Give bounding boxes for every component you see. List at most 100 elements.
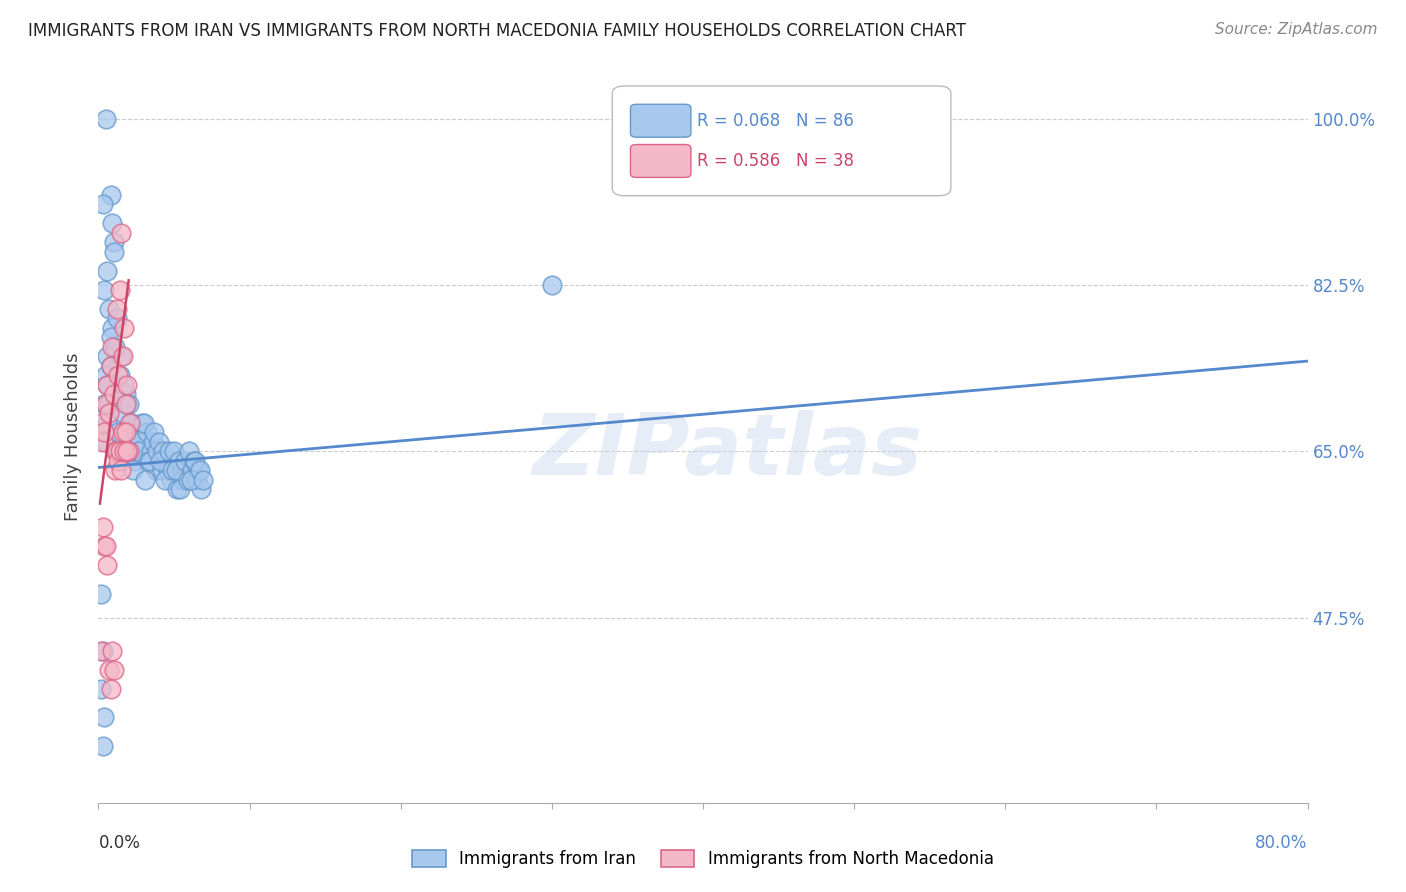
Point	[93, 397, 115, 411]
Point	[103, 244, 125, 259]
Point	[162, 463, 184, 477]
Point	[184, 454, 207, 468]
Point	[118, 444, 141, 458]
Point	[166, 483, 188, 497]
Point	[93, 539, 115, 553]
Point	[103, 235, 125, 250]
Point	[112, 321, 135, 335]
Point	[176, 473, 198, 487]
Text: ZIPatlas: ZIPatlas	[531, 410, 922, 493]
Point	[120, 444, 142, 458]
Point	[145, 463, 167, 477]
Legend: Immigrants from Iran, Immigrants from North Macedonia: Immigrants from Iran, Immigrants from No…	[406, 843, 1000, 875]
Point	[91, 434, 114, 449]
Point	[115, 377, 138, 392]
Point	[114, 397, 136, 411]
Point	[93, 283, 115, 297]
Point	[93, 710, 115, 724]
Point	[165, 463, 187, 477]
Point	[148, 434, 170, 449]
Point	[143, 425, 166, 440]
Point	[100, 359, 122, 373]
Point	[179, 444, 201, 458]
Point	[125, 434, 148, 449]
Point	[150, 463, 173, 477]
Point	[141, 444, 163, 458]
Point	[159, 444, 181, 458]
Point	[94, 368, 117, 383]
Y-axis label: Family Households: Family Households	[65, 353, 83, 521]
Point	[101, 216, 124, 230]
Point	[91, 644, 114, 658]
Point	[112, 377, 135, 392]
Point	[139, 454, 162, 468]
Point	[93, 425, 115, 440]
Point	[136, 454, 159, 468]
FancyBboxPatch shape	[630, 145, 690, 178]
Point	[110, 463, 132, 477]
Point	[153, 473, 176, 487]
Point	[152, 444, 174, 458]
Point	[156, 463, 179, 477]
Point	[103, 663, 125, 677]
Point	[115, 397, 138, 411]
Point	[98, 377, 121, 392]
Point	[190, 483, 212, 497]
Point	[91, 739, 114, 753]
Point	[105, 301, 128, 316]
Point	[90, 644, 112, 658]
Point	[108, 444, 131, 458]
Point	[100, 681, 122, 696]
Point	[101, 340, 124, 354]
Point	[105, 444, 128, 458]
Point	[172, 473, 194, 487]
Point	[104, 463, 127, 477]
Point	[98, 663, 121, 677]
Point	[183, 454, 205, 468]
Point	[101, 644, 124, 658]
Point	[98, 301, 121, 316]
Text: R = 0.586   N = 38: R = 0.586 N = 38	[697, 152, 853, 170]
Point	[132, 416, 155, 430]
Point	[104, 444, 127, 458]
Point	[98, 397, 121, 411]
Point	[94, 397, 117, 411]
Point	[107, 368, 129, 383]
Point	[111, 349, 134, 363]
Point	[100, 359, 122, 373]
Point	[127, 444, 149, 458]
Point	[129, 425, 152, 440]
Text: IMMIGRANTS FROM IRAN VS IMMIGRANTS FROM NORTH MACEDONIA FAMILY HOUSEHOLDS CORREL: IMMIGRANTS FROM IRAN VS IMMIGRANTS FROM …	[28, 22, 966, 40]
Point	[108, 368, 131, 383]
FancyBboxPatch shape	[630, 104, 690, 137]
Point	[96, 349, 118, 363]
Point	[122, 463, 145, 477]
Point	[167, 454, 190, 468]
Point	[114, 425, 136, 440]
Point	[111, 406, 134, 420]
Point	[174, 473, 197, 487]
Point	[173, 454, 195, 468]
Point	[96, 377, 118, 392]
Point	[142, 434, 165, 449]
Point	[115, 444, 138, 458]
Point	[188, 463, 211, 477]
Point	[96, 377, 118, 392]
Point	[90, 587, 112, 601]
Point	[96, 416, 118, 430]
Point	[121, 416, 143, 430]
Point	[187, 463, 209, 477]
Point	[91, 520, 114, 534]
Point	[180, 473, 202, 487]
Point	[107, 425, 129, 440]
Point	[186, 473, 208, 487]
Point	[112, 444, 135, 458]
Point	[191, 473, 214, 487]
Point	[105, 311, 128, 326]
Point	[110, 226, 132, 240]
Point	[104, 340, 127, 354]
Text: 80.0%: 80.0%	[1256, 834, 1308, 852]
Point	[90, 416, 112, 430]
Point	[169, 483, 191, 497]
Point	[124, 454, 146, 468]
